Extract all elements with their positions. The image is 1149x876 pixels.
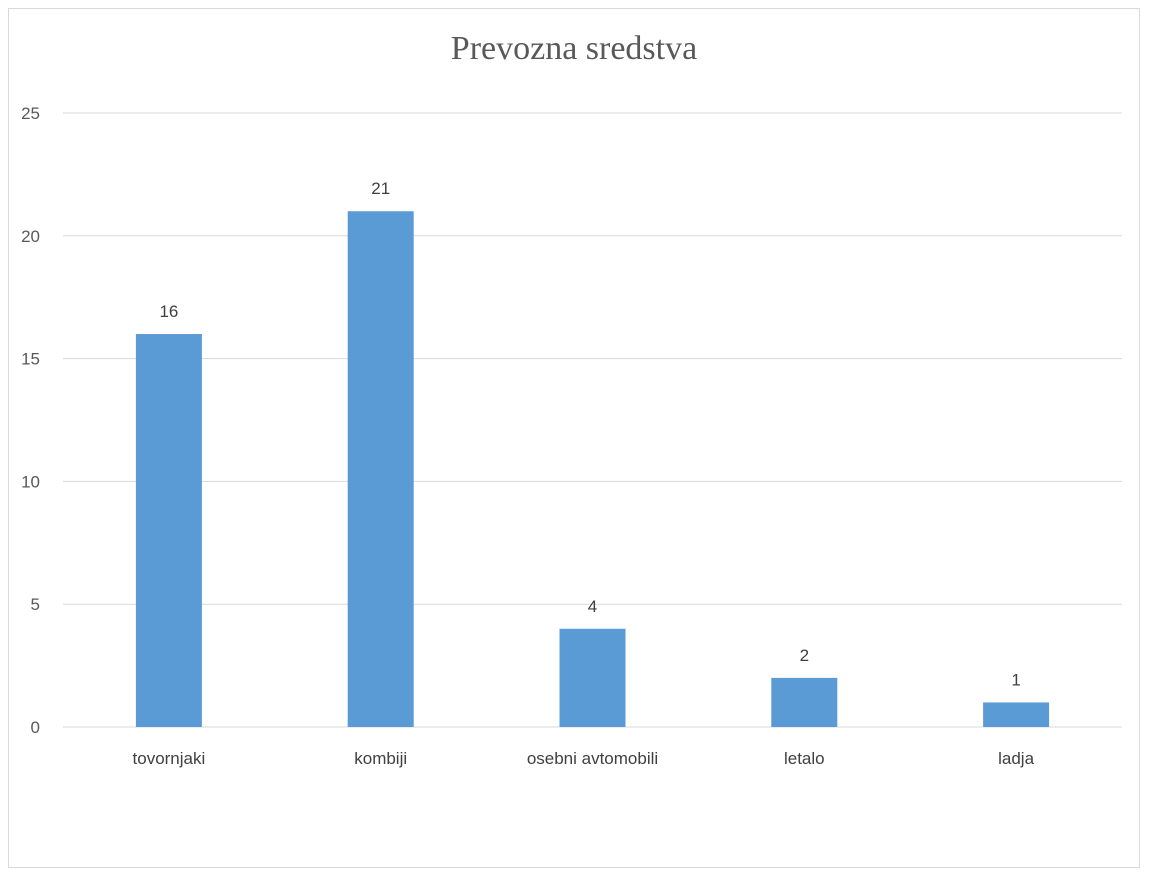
gridlines <box>63 112 1122 728</box>
y-tick-label: 0 <box>31 718 40 737</box>
chart-title: Prevozna sredstva <box>450 30 698 67</box>
y-axis-ticks: 0 5 10 15 20 25 <box>21 104 40 737</box>
data-label: 16 <box>159 302 178 321</box>
bar-tovornjaki <box>135 334 202 727</box>
y-tick-label: 15 <box>21 350 40 369</box>
category-label: osebni avtomobili <box>527 749 658 768</box>
category-label: tovornjaki <box>133 749 206 768</box>
category-label: ladja <box>998 749 1034 768</box>
data-label: 4 <box>588 597 597 616</box>
bar-letalo <box>771 677 838 727</box>
y-tick-label: 10 <box>21 472 40 491</box>
data-label: 2 <box>800 646 809 665</box>
x-axis-categories: tovornjaki kombiji osebni avtomobili letalo… <box>133 749 1035 768</box>
y-tick-label: 25 <box>21 104 40 123</box>
bar-kombiji <box>347 211 414 728</box>
category-label: kombiji <box>354 749 407 768</box>
bar-ladja <box>983 702 1050 727</box>
y-tick-label: 5 <box>31 595 40 614</box>
data-label: 1 <box>1011 670 1020 689</box>
category-label: letalo <box>784 749 825 768</box>
y-tick-label: 20 <box>21 227 40 246</box>
data-label: 21 <box>371 179 390 198</box>
bar-osebni-avtomobili <box>559 628 626 727</box>
bars <box>135 211 1050 728</box>
